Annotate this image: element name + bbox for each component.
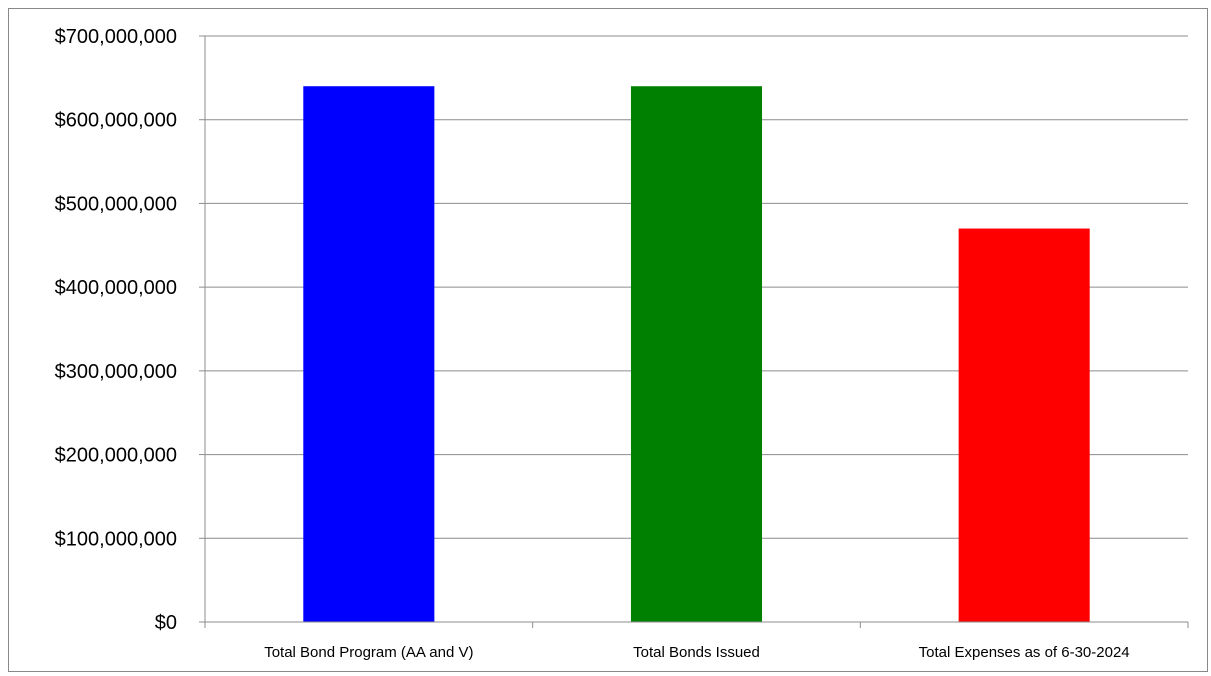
y-tick-label: $100,000,000 (55, 528, 177, 550)
x-tick-label: Total Expenses as of 6-30-2024 (919, 644, 1130, 661)
y-tick-label: $0 (155, 612, 177, 634)
tick-labels: $0 $100,000,000 $200,000,000 $300,000,000 $4… (55, 26, 1130, 661)
x-tick-label: Total Bonds Issued (633, 644, 760, 661)
y-tick-label: $700,000,000 (55, 26, 177, 48)
bar (303, 86, 435, 622)
bar (958, 228, 1090, 623)
axes (199, 35, 1189, 628)
x-tick-label: Total Bond Program (AA and V) (264, 644, 473, 661)
y-tick-label: $600,000,000 (55, 110, 177, 132)
y-tick-label: $500,000,000 (55, 193, 177, 215)
y-tick-label: $300,000,000 (55, 361, 177, 383)
bars (303, 86, 1090, 623)
y-tick-label: $200,000,000 (55, 445, 177, 467)
bar (630, 86, 763, 622)
y-tick-label: $400,000,000 (55, 277, 177, 299)
